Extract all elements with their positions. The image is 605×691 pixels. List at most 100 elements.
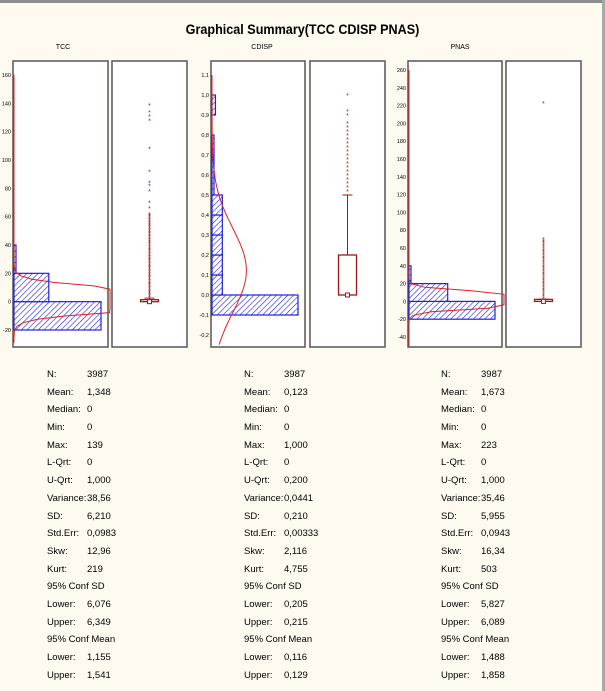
stats-label: Lower:: [47, 598, 76, 610]
y-tick-label: 0,2: [201, 253, 209, 259]
boxplot-outlier: *: [148, 257, 151, 264]
stats-value: 0: [87, 457, 93, 469]
boxplot-median-marker: [541, 298, 546, 304]
stats-row: Upper: 1,541: [47, 667, 111, 685]
stats-row: Lower: 0,205: [244, 596, 308, 614]
boxplot-outlier: *: [542, 271, 545, 278]
stats-label: Median:: [244, 404, 278, 416]
stats-row: L-Qrt: 0: [47, 454, 92, 472]
y-tick-label: 0: [403, 299, 406, 305]
stats-row: Skw: 2,116: [244, 543, 307, 561]
stats-value: 139: [87, 439, 103, 451]
stats-label: Variance:: [47, 492, 87, 504]
boxplot-outlier: *: [542, 289, 545, 296]
boxplot-outlier: *: [148, 269, 151, 276]
y-tick-label: 0,4: [201, 213, 209, 219]
boxplot-outlier: *: [148, 264, 151, 271]
boxplot-outlier: *: [542, 267, 545, 274]
boxplot-outlier: *: [148, 201, 151, 208]
y-tick-label: 60: [5, 215, 11, 221]
stats-value: 1,858: [481, 669, 505, 681]
normal-curve: [211, 75, 247, 345]
stats-value: 6,349: [87, 616, 111, 628]
stats-value: 1,155: [87, 652, 111, 663]
boxplot-outlier: *: [148, 181, 151, 188]
stats-label: Kurt:: [47, 563, 68, 575]
stats-row: SD: 0,210: [244, 508, 308, 526]
boxplot-outlier: *: [542, 248, 545, 255]
boxplot-outlier: *: [542, 294, 545, 301]
stats-section-header: 95% Conf Mean: [244, 631, 312, 649]
stats-row: Upper: 1,858: [441, 667, 505, 685]
boxplot-outlier: *: [148, 222, 151, 229]
boxplot-outlier: *: [542, 274, 545, 281]
stats-label: Skw:: [47, 545, 68, 557]
y-tick-label: 140: [397, 175, 406, 181]
boxplot-outlier: *: [542, 283, 545, 290]
stats-value: 1,488: [481, 652, 505, 663]
stats-row: Lower: 6,076: [47, 596, 111, 614]
stats-value: 223: [481, 439, 497, 451]
stats-row: SD: 5,955: [441, 508, 505, 526]
stats-value: 2,116: [284, 545, 308, 557]
boxplot-outlier: *: [346, 129, 349, 136]
boxplot-outlier: *: [148, 225, 151, 232]
boxplot-outlier: *: [148, 233, 151, 240]
stats-row: Min: 0: [244, 419, 289, 437]
stats-label: SD:: [244, 510, 260, 522]
stats-row: Skw: 12,96: [47, 543, 111, 561]
boxplot-outlier: *: [148, 277, 151, 284]
stats-value: 12,96: [87, 545, 111, 557]
variable-title-pnas: PNAS: [450, 44, 470, 51]
stats-row: Max: 139: [47, 437, 103, 455]
boxplot-outlier: *: [148, 284, 151, 291]
boxplot-outlier: *: [148, 280, 151, 287]
boxplot-outlier: *: [542, 250, 545, 257]
boxplot-outlier: *: [542, 253, 545, 260]
boxplot-outlier: *: [542, 246, 545, 253]
histogram-bar: [211, 274, 223, 296]
stats-label: U-Qrt:: [244, 475, 270, 487]
stats-row: N: 3987: [47, 366, 108, 384]
stats-row: U-Qrt: 0,200: [244, 472, 308, 490]
boxplot-outlier: *: [542, 291, 545, 298]
boxplot-median-marker: [147, 299, 152, 305]
boxplot-outlier: *: [148, 291, 151, 298]
boxplot-outlier: *: [148, 283, 151, 290]
histogram-bar: [13, 272, 50, 303]
boxplot-outlier: *: [148, 273, 151, 280]
boxplot-outlier: *: [148, 278, 151, 285]
histogram-bar: [211, 254, 223, 276]
stats-label: Kurt:: [244, 563, 265, 575]
window-right-border: [602, 0, 605, 691]
stats-value: 3987: [284, 369, 306, 380]
stats-label: Upper:: [441, 616, 470, 628]
y-tick-label: -20: [3, 328, 11, 334]
stats-label: Variance:: [244, 492, 284, 504]
boxplot-outlier: *: [148, 237, 151, 244]
stats-value: 5,827: [481, 598, 505, 610]
boxplot-outlier: *: [148, 259, 151, 266]
boxplot-outlier: *: [148, 212, 151, 219]
boxplot-outlier: *: [148, 236, 151, 243]
boxplot-outlier: *: [542, 269, 545, 276]
y-tick-label: 140: [2, 101, 11, 107]
stats-label: Min:: [244, 422, 262, 434]
stats-value: 0,205: [284, 598, 308, 610]
stats-value: 6,210: [87, 510, 111, 522]
boxplot-outlier: *: [148, 247, 151, 254]
stats-section-header: 95% Conf SD: [47, 578, 105, 596]
boxplot-outlier: *: [148, 216, 151, 223]
stats-value: 0: [481, 404, 487, 416]
y-tick-label: 0,3: [201, 233, 209, 239]
stats-label: Mean:: [244, 386, 271, 398]
stats-row: Std.Err: 0,0943: [441, 525, 510, 543]
boxplot-outlier: *: [148, 147, 151, 154]
y-tick-label: 0,6: [201, 173, 209, 179]
y-tick-label: 100: [397, 210, 406, 216]
stats-row: Min: 0: [441, 419, 486, 437]
chart-title: Graphical Summary(TCC CDISP PNAS): [185, 21, 420, 37]
stats-value: 0: [481, 457, 487, 469]
boxplot-outlier: *: [148, 220, 151, 227]
stats-value: 0,123: [284, 386, 308, 398]
